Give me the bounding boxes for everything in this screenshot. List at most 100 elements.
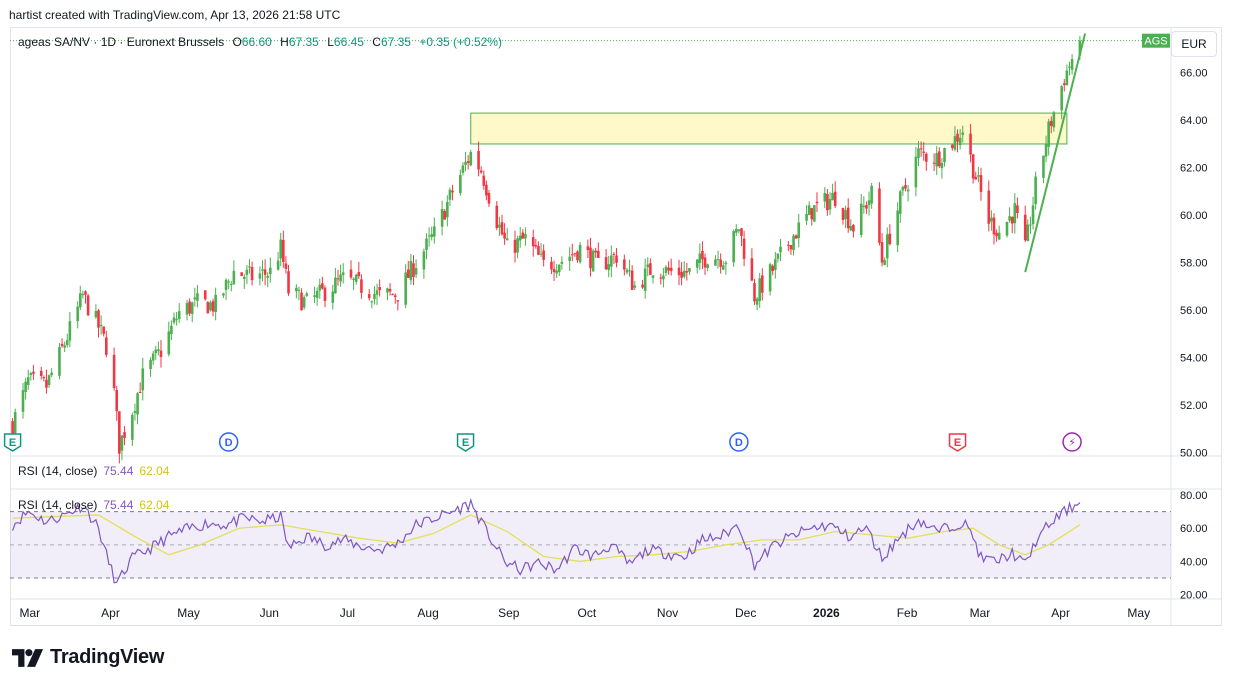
candle-body <box>321 283 324 289</box>
candle-body <box>188 301 191 314</box>
candle-body <box>823 193 827 202</box>
candle-body <box>367 294 371 299</box>
dividend-marker[interactable]: D <box>218 432 239 452</box>
candle-body <box>904 185 907 189</box>
candle-body <box>779 246 782 253</box>
price-tick-label: 60.00 <box>1180 210 1208 222</box>
candle-body <box>513 239 517 253</box>
candle-body <box>349 269 353 278</box>
split-marker[interactable]: ⚡ <box>1062 432 1082 452</box>
candle-body <box>45 379 48 388</box>
candle-body <box>841 208 845 220</box>
candle-body <box>516 238 519 253</box>
candle-body <box>833 191 837 207</box>
candle-body <box>742 238 746 259</box>
candle-body <box>503 232 506 239</box>
candle-body <box>149 359 152 370</box>
candle-body <box>102 326 106 334</box>
candle-body <box>32 371 35 374</box>
earnings-marker[interactable]: E <box>3 433 22 452</box>
candle-body <box>641 284 644 288</box>
time-tick-label: Apr <box>101 606 120 620</box>
dividend-marker[interactable]: D <box>729 432 749 452</box>
candle-body <box>758 278 762 302</box>
candle-body <box>1060 86 1063 111</box>
candle-body <box>716 259 720 261</box>
candle-body <box>334 277 337 294</box>
candle-body <box>229 283 233 285</box>
candle-body <box>227 281 230 283</box>
candle-body <box>859 203 863 235</box>
trendline[interactable] <box>1024 33 1087 273</box>
candle-body <box>341 272 345 276</box>
time-tick-label: Sep <box>498 606 520 620</box>
currency-button[interactable]: EUR <box>1171 31 1217 57</box>
candle-body <box>649 263 652 275</box>
candle-body <box>404 272 407 305</box>
candle-body <box>630 270 634 290</box>
candle-body <box>542 250 545 260</box>
candle-body <box>768 264 772 292</box>
tradingview-logo[interactable]: TradingView <box>12 646 164 669</box>
price-tick-label: 56.00 <box>1180 305 1208 317</box>
candle-body <box>992 217 996 235</box>
marker-letter: E <box>462 437 469 449</box>
candle-body <box>47 375 51 385</box>
candle-body <box>466 161 470 163</box>
candle-body <box>170 325 173 335</box>
candle-body <box>789 245 793 250</box>
time-tick-label: May <box>177 606 200 620</box>
candle-body <box>154 349 158 354</box>
candle-body <box>500 222 504 235</box>
candle-body <box>464 161 467 166</box>
earnings-marker[interactable]: E <box>948 433 967 452</box>
candle-body <box>39 370 43 376</box>
candle-body <box>591 250 595 272</box>
candle-body <box>849 226 853 231</box>
change-value: +0.35 (+0.52%) <box>419 35 503 49</box>
candle-body <box>1070 59 1074 70</box>
candle-body <box>813 205 816 222</box>
candle-body <box>977 175 980 177</box>
candle-body <box>794 235 798 239</box>
candle-body <box>958 137 962 146</box>
candle-body <box>898 191 902 214</box>
candle-body <box>680 271 683 278</box>
candle-body <box>969 133 972 155</box>
candle-body <box>287 271 290 294</box>
candle-body <box>1049 120 1053 127</box>
candle-body <box>664 266 668 274</box>
candle-body <box>550 261 553 270</box>
candle-body <box>370 301 374 303</box>
rsi-legend[interactable]: RSI (14, close) 75.44 62.04 <box>18 498 169 512</box>
chart-credit: hartist created with TradingView.com, Ap… <box>9 8 341 22</box>
price-tick-label: 58.00 <box>1180 258 1208 270</box>
candle-body <box>469 151 473 166</box>
rsi-legend-collapsed[interactable]: RSI (14, close) 75.44 62.04 <box>18 464 169 478</box>
close-label: C <box>372 35 381 49</box>
candle-body <box>659 277 663 279</box>
candle-body <box>951 144 954 149</box>
candle-body <box>451 190 454 193</box>
candle-body <box>354 274 358 282</box>
candle-body <box>232 270 236 285</box>
candle-body <box>570 254 574 256</box>
candle-body <box>118 411 121 454</box>
candle-body <box>906 189 910 192</box>
candle-body <box>276 260 280 270</box>
candle-body <box>258 273 262 279</box>
marker-shape <box>1062 432 1082 452</box>
candle-body <box>388 288 392 292</box>
price-tick-label: 66.00 <box>1180 68 1208 80</box>
candle-body <box>597 250 600 258</box>
earnings-marker[interactable]: E <box>456 433 475 452</box>
price-tick-label: 52.00 <box>1180 400 1208 412</box>
candle-body <box>1078 40 1082 56</box>
candle-body <box>94 311 98 318</box>
price-tick-label: 64.00 <box>1180 115 1208 127</box>
resistance-zone[interactable] <box>470 112 1068 145</box>
candle-body <box>573 253 577 255</box>
candle-body <box>1042 155 1045 178</box>
tradingview-wordmark: TradingView <box>50 646 165 668</box>
